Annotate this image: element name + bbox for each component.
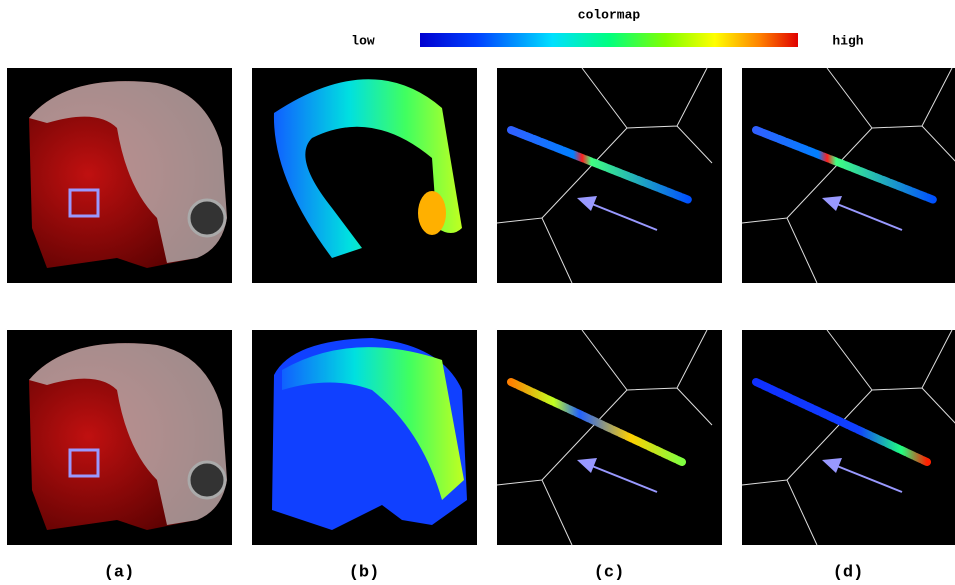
- colorbar-low: low: [351, 33, 375, 48]
- panel-d-bottom: [742, 330, 955, 545]
- panel-label: (d): [833, 563, 864, 582]
- panel-label: (b): [349, 563, 380, 582]
- colorbar-high: high: [832, 33, 863, 48]
- panel-c-top: [497, 68, 722, 283]
- panel-label: (c): [594, 563, 625, 582]
- colorbar: [420, 33, 798, 47]
- panel-d-top: [742, 68, 955, 283]
- figure: colormap low high (a) (b) (c) (d): [0, 0, 955, 585]
- panel-b-bottom: [252, 330, 477, 545]
- panel-label: (a): [104, 563, 135, 582]
- colorbar-title: colormap: [578, 7, 641, 22]
- panel-a-top: [7, 68, 232, 283]
- panel-b-top: [252, 68, 477, 283]
- panel-c-bottom: [497, 330, 722, 545]
- panel-a-bottom: [7, 330, 232, 545]
